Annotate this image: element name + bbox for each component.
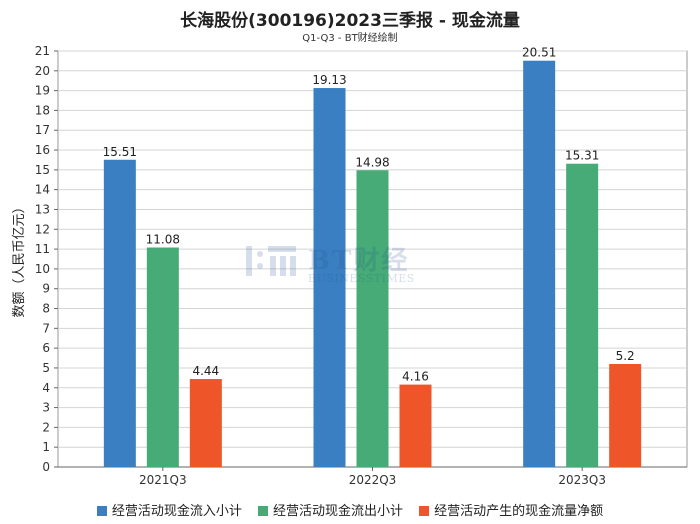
bar-chart: 0123456789101112131415161718192021数额（人民币… [12, 44, 688, 487]
y-tick-label: 8 [42, 302, 50, 316]
legend-item-outflow: 经营活动现金流出小计 [257, 500, 403, 519]
y-axis-label: 数额（人民币亿元） [12, 200, 27, 317]
legend-swatch [257, 506, 268, 516]
bar [399, 384, 432, 467]
bar [103, 159, 136, 468]
chart-legend: 经营活动现金流入小计 经营活动现金流出小计 经营活动产生的现金流量净额 [0, 500, 700, 519]
legend-swatch [96, 506, 107, 516]
y-tick-label: 9 [42, 282, 50, 296]
y-tick-label: 21 [35, 44, 50, 58]
y-tick-label: 14 [35, 183, 50, 197]
y-tick-label: 17 [35, 123, 50, 137]
y-tick-label: 13 [35, 202, 50, 216]
legend-label: 经营活动产生的现金流量净额 [434, 504, 604, 519]
legend-item-net: 经营活动产生的现金流量净额 [419, 500, 603, 519]
data-label: 19.13 [312, 73, 346, 87]
bar [356, 170, 389, 467]
y-tick-label: 15 [35, 163, 50, 177]
data-label: 4.16 [402, 370, 429, 384]
y-tick-label: 4 [42, 381, 50, 395]
legend-label: 经营活动现金流入小计 [111, 504, 242, 519]
data-label: 5.2 [616, 349, 635, 363]
y-tick-label: 12 [35, 222, 50, 236]
bar [566, 163, 599, 467]
x-tick-label: 2021Q3 [139, 473, 187, 487]
legend-swatch [419, 506, 430, 516]
y-tick-label: 7 [42, 321, 50, 335]
y-tick-label: 2 [42, 420, 50, 434]
y-tick-label: 0 [42, 460, 50, 474]
data-label: 15.31 [565, 149, 599, 163]
bar [189, 379, 222, 467]
bar [523, 60, 556, 467]
data-label: 4.44 [192, 364, 219, 378]
y-tick-label: 6 [42, 341, 50, 355]
bar [313, 88, 346, 467]
y-tick-label: 19 [35, 84, 50, 98]
data-label: 11.08 [146, 233, 180, 247]
legend-item-inflow: 经营活动现金流入小计 [96, 500, 242, 519]
bar [146, 247, 179, 467]
y-tick-label: 11 [35, 242, 50, 256]
y-tick-label: 3 [42, 401, 50, 415]
y-tick-label: 18 [35, 103, 50, 117]
data-label: 14.98 [355, 155, 389, 169]
y-tick-label: 10 [35, 262, 50, 276]
bar [609, 363, 642, 467]
legend-label: 经营活动现金流出小计 [272, 504, 403, 519]
y-tick-label: 20 [35, 64, 50, 78]
y-tick-label: 5 [42, 361, 50, 375]
data-label: 15.51 [103, 145, 137, 159]
chart-title: 长海股份(300196)2023三季报 - 现金流量 [180, 11, 520, 31]
chart-subtitle: Q1-Q3 - BT财经绘制 [302, 33, 398, 44]
x-tick-label: 2023Q3 [558, 473, 606, 487]
y-tick-label: 1 [42, 440, 50, 454]
y-tick-label: 16 [35, 143, 50, 157]
data-label: 20.51 [522, 46, 556, 60]
x-tick-label: 2022Q3 [349, 473, 397, 487]
